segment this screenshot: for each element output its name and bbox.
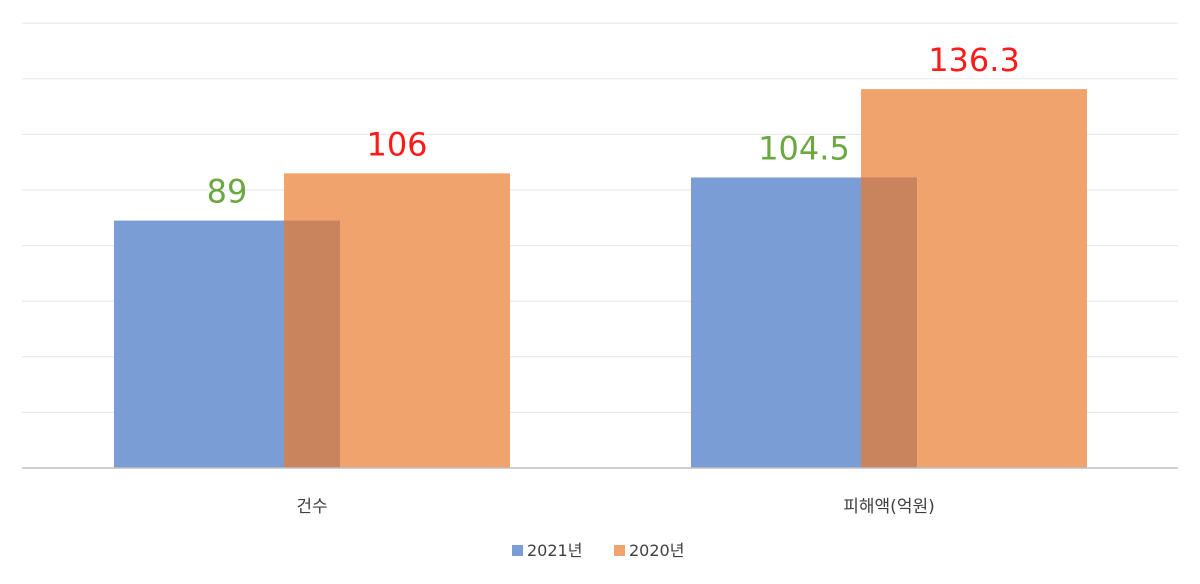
data-label: 89 [207,173,248,211]
legend: 2021년 2020년 [512,541,684,560]
data-label: 136.3 [928,41,1020,79]
category-label: 건수 [296,497,327,517]
bars [114,89,1087,469]
legend-swatch [512,545,523,556]
data-label: 106 [366,125,427,163]
bar-overlap [861,177,917,469]
legend-label: 2021년 [527,541,582,560]
data-label: 104.5 [758,129,850,167]
legend-swatch [614,545,625,556]
data-labels: 89 106 104.5 136.3 [207,41,1020,210]
category-label: 피해액(억원) [843,497,934,517]
category-labels: 건수 피해액(억원) [296,497,934,517]
bar-overlaps [284,177,917,469]
legend-label: 2020년 [629,541,684,560]
bar-overlap [284,220,340,468]
